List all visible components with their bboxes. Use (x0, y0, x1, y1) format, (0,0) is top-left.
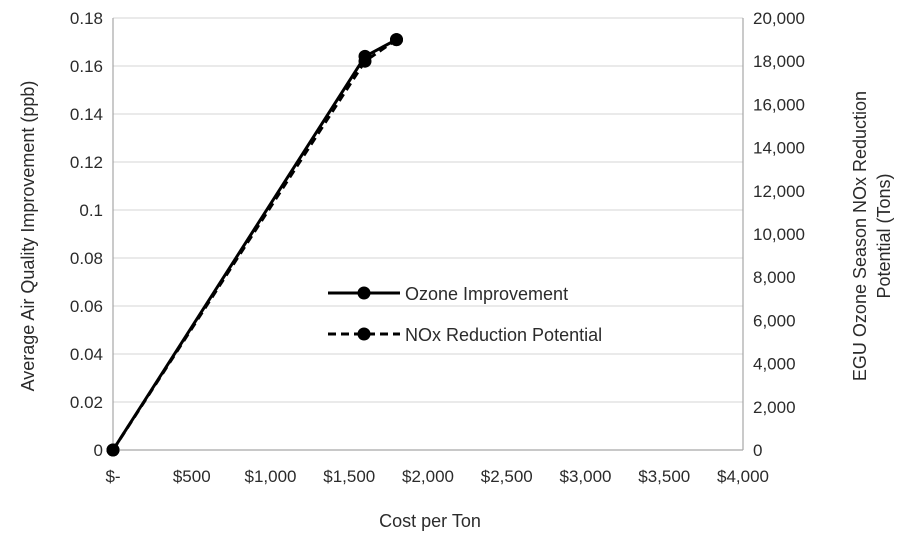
y-tick-label-4: 0.08 (70, 249, 103, 268)
series-line-ozone (111, 38, 398, 451)
point-ozone-1 (358, 49, 372, 63)
y-tick-label-9: 0.18 (70, 9, 103, 28)
legend-marker-ozone (357, 286, 371, 300)
y2-tick-label-1: 2,000 (753, 398, 796, 417)
y2-tick-label-2: 4,000 (753, 355, 796, 374)
x-tick-label-1: $500 (173, 467, 211, 486)
y2-tick-label-9: 18,000 (753, 52, 805, 71)
x-tick-label-3: $1,500 (323, 467, 375, 486)
y-tick-label-1: 0.02 (70, 393, 103, 412)
series-line-nox (111, 38, 398, 451)
x-tick-label-8: $4,000 (717, 467, 769, 486)
legend: Ozone Improvement NOx Reduction Potentia… (328, 284, 602, 345)
y-axis-title: Average Air Quality Improvement (ppb) (18, 81, 38, 392)
x-tick-label-5: $2,500 (481, 467, 533, 486)
point-ozone-2 (390, 33, 403, 47)
y-tick-label-6: 0.12 (70, 153, 103, 172)
gridlines (113, 17, 743, 403)
y-tick-label-7: 0.14 (70, 105, 103, 124)
legend-marker-nox (357, 327, 371, 341)
x-tick-label-2: $1,000 (245, 467, 297, 486)
y-tick-label-8: 0.16 (70, 57, 103, 76)
y-tick-label-0: 0 (94, 441, 103, 460)
y2-tick-label-8: 16,000 (753, 95, 805, 114)
series (106, 33, 403, 457)
y2-tick-label-0: 0 (753, 441, 762, 460)
x-axis-title: Cost per Ton (379, 511, 481, 531)
legend-item-nox: NOx Reduction Potential (328, 325, 602, 345)
x-tick-label-6: $3,000 (560, 467, 612, 486)
y-tick-label-2: 0.04 (70, 345, 103, 364)
x-tick-label-4: $2,000 (402, 467, 454, 486)
y2-tick-label-6: 12,000 (753, 182, 805, 201)
legend-item-ozone: Ozone Improvement (328, 284, 568, 304)
y2-axis-title-line-2: Potential (Tons) (874, 173, 894, 298)
y2-tick-label-4: 8,000 (753, 268, 796, 287)
x-tick-label-0: $- (105, 467, 120, 486)
y2-axis-title-line-1: EGU Ozone Season NOx Reduction (850, 91, 870, 381)
y-tick-label-5: 0.1 (79, 201, 103, 220)
x-tick-label-7: $3,500 (638, 467, 690, 486)
legend-label-ozone: Ozone Improvement (405, 284, 568, 304)
axes (112, 18, 744, 451)
y2-tick-label-5: 10,000 (753, 225, 805, 244)
point-ozone-0 (106, 443, 120, 457)
y-tick-label-3: 0.06 (70, 297, 103, 316)
y2-tick-label-7: 14,000 (753, 139, 805, 158)
y2-tick-label-10: 20,000 (753, 9, 805, 28)
y2-tick-label-3: 6,000 (753, 311, 796, 330)
tick-labels: 0 0.02 0.04 0.06 0.08 0.1 0.12 0.14 0.16 0.18 0 2,0… (70, 9, 805, 486)
legend-label-nox: NOx Reduction Potential (405, 325, 602, 345)
